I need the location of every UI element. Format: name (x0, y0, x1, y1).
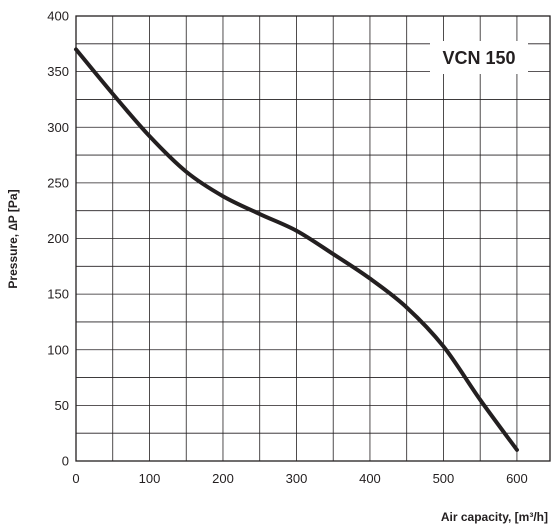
pressure-curve (74, 47, 519, 452)
y-tick-label: 200 (47, 231, 69, 246)
y-tick-label: 350 (47, 64, 69, 79)
plot-border (75, 15, 551, 462)
x-tick-label: 500 (433, 471, 455, 486)
y-tick-label: 100 (47, 342, 69, 357)
y-axis-label: Pressure, ∆P [Pa] (6, 189, 20, 288)
x-tick-label: 0 (72, 471, 79, 486)
x-axis-label: Air capacity, [m³/h] (441, 510, 548, 524)
grid (76, 16, 550, 461)
x-tick-label: 200 (212, 471, 234, 486)
plot-frame (75, 15, 551, 462)
chart-title: VCN 150 (442, 48, 515, 68)
series-layer (74, 47, 519, 452)
y-axis-ticks: 0 50 100 150 200 250 300 350 400 (47, 9, 69, 469)
y-tick-label: 250 (47, 175, 69, 190)
x-axis-ticks: 0 100 200 300 400 500 600 (72, 471, 527, 486)
x-tick-label: 100 (139, 471, 161, 486)
chart-title-badge: VCN 150 (430, 41, 528, 74)
x-tick-label: 400 (359, 471, 381, 486)
y-tick-label: 300 (47, 120, 69, 135)
y-tick-label: 150 (47, 287, 69, 302)
y-tick-label: 400 (47, 9, 69, 24)
y-tick-label: 0 (62, 454, 69, 469)
x-tick-label: 600 (506, 471, 528, 486)
y-tick-label: 50 (55, 398, 69, 413)
x-tick-label: 300 (286, 471, 308, 486)
title-badge-background (430, 41, 528, 74)
